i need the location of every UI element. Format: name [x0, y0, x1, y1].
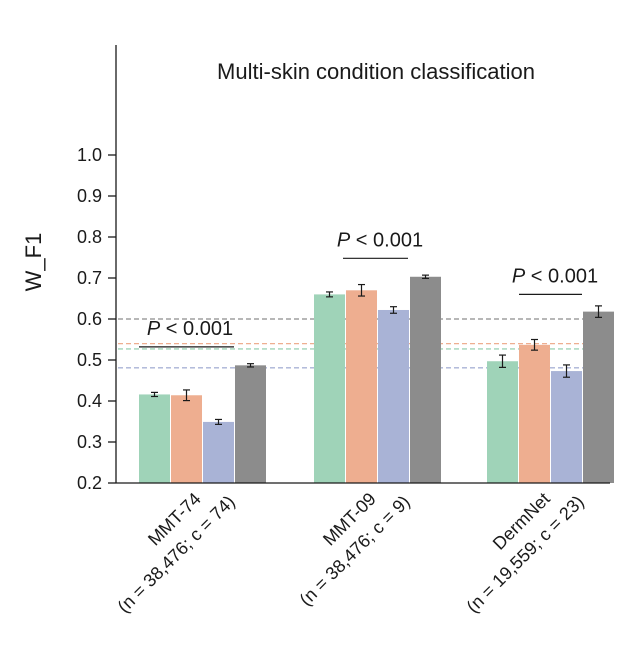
- chart-title: Multi-skin condition classification: [217, 59, 535, 84]
- bars: [139, 276, 614, 483]
- y-tick-label: 0.9: [77, 186, 102, 206]
- x-tick-label: MMT-74(n = 38,476; c = 74): [95, 473, 239, 617]
- bar: [583, 311, 614, 483]
- y-tick-label: 0.6: [77, 309, 102, 329]
- y-tick-label: 0.8: [77, 227, 102, 247]
- bar: [235, 365, 266, 483]
- p-value-label: P < 0.001: [512, 265, 598, 287]
- bar: [203, 421, 234, 483]
- bar: [314, 294, 345, 483]
- y-axis-label: W_F1: [21, 233, 46, 292]
- y-ticks: 0.2 0.3 0.4 0.5 0.6 0.7 0.8 0.9 1.0: [77, 145, 116, 493]
- bar: [378, 309, 409, 483]
- y-tick-label: 1.0: [77, 145, 102, 165]
- bar: [519, 344, 550, 483]
- axes: [115, 45, 610, 484]
- bar: [551, 371, 582, 483]
- significance-annotations: P < 0.001 P < 0.001 P < 0.001: [139, 229, 598, 348]
- bar: [171, 395, 202, 483]
- y-tick-label: 0.7: [77, 268, 102, 288]
- bar: [346, 290, 377, 483]
- x-tick-label: MMT-09(n = 38,476; c = 9): [277, 473, 414, 610]
- y-tick-label: 0.4: [77, 391, 102, 411]
- error-bars: [151, 274, 602, 425]
- x-tick-labels: MMT-74(n = 38,476; c = 74) MMT-09(n = 38,…: [95, 473, 588, 617]
- x-tick-label: DermNet(n = 19,559; c = 23): [444, 473, 588, 617]
- y-tick-label: 0.2: [77, 473, 102, 493]
- p-value-label: P < 0.001: [337, 229, 423, 251]
- bar: [410, 276, 441, 483]
- bar: [487, 361, 518, 483]
- y-tick-label: 0.5: [77, 350, 102, 370]
- bar: [139, 394, 170, 483]
- y-tick-label: 0.3: [77, 432, 102, 452]
- p-value-label: P < 0.001: [147, 318, 233, 340]
